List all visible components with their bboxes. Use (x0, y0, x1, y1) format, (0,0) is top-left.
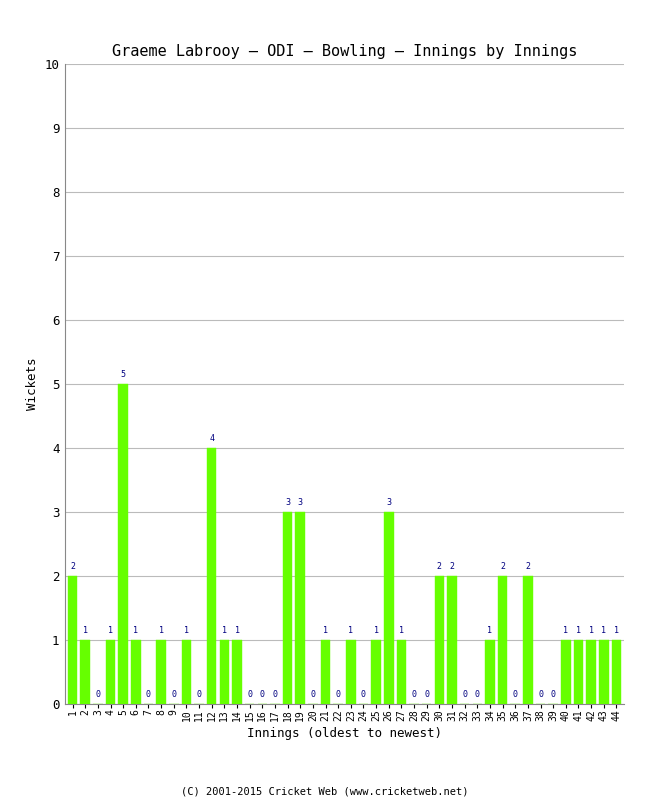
Bar (574, 640, 583, 704)
Text: 1: 1 (222, 626, 227, 635)
Text: 0: 0 (272, 690, 278, 699)
Text: 2: 2 (450, 562, 454, 571)
Text: 0: 0 (424, 690, 429, 699)
Text: 3: 3 (386, 498, 391, 507)
Bar (81, 640, 90, 704)
Text: 0: 0 (411, 690, 417, 699)
X-axis label: Innings (oldest to newest): Innings (oldest to newest) (247, 727, 442, 740)
Text: 2: 2 (437, 562, 442, 571)
Bar (157, 640, 166, 704)
Bar (371, 640, 381, 704)
Text: 1: 1 (601, 626, 606, 635)
Text: 0: 0 (538, 690, 543, 699)
Text: 0: 0 (96, 690, 100, 699)
Text: 4: 4 (209, 434, 215, 443)
Text: 0: 0 (361, 690, 366, 699)
Bar (435, 576, 444, 704)
Text: 0: 0 (551, 690, 556, 699)
Bar (68, 576, 77, 704)
Bar (561, 640, 571, 704)
Text: 0: 0 (171, 690, 176, 699)
Bar (106, 640, 115, 704)
Bar (346, 640, 356, 704)
Text: 1: 1 (399, 626, 404, 635)
Text: 1: 1 (488, 626, 493, 635)
Text: 1: 1 (323, 626, 328, 635)
Text: 0: 0 (247, 690, 252, 699)
Text: (C) 2001-2015 Cricket Web (www.cricketweb.net): (C) 2001-2015 Cricket Web (www.cricketwe… (181, 786, 469, 796)
Text: 0: 0 (260, 690, 265, 699)
Text: 2: 2 (525, 562, 530, 571)
Bar (118, 384, 128, 704)
Text: 0: 0 (462, 690, 467, 699)
Bar (283, 512, 292, 704)
Bar (232, 640, 242, 704)
Bar (181, 640, 191, 704)
Text: 1: 1 (159, 626, 164, 635)
Text: 1: 1 (108, 626, 113, 635)
Bar (485, 640, 495, 704)
Text: 2: 2 (500, 562, 505, 571)
Bar (498, 576, 508, 704)
Text: 1: 1 (348, 626, 354, 635)
Text: 1: 1 (184, 626, 189, 635)
Text: 0: 0 (335, 690, 341, 699)
Bar (220, 640, 229, 704)
Title: Graeme Labrooy – ODI – Bowling – Innings by Innings: Graeme Labrooy – ODI – Bowling – Innings… (112, 44, 577, 58)
Text: 3: 3 (285, 498, 290, 507)
Text: 0: 0 (474, 690, 480, 699)
Bar (384, 512, 393, 704)
Bar (207, 448, 216, 704)
Text: 1: 1 (614, 626, 619, 635)
Text: 0: 0 (146, 690, 151, 699)
Text: 0: 0 (311, 690, 315, 699)
Y-axis label: Wickets: Wickets (26, 358, 39, 410)
Bar (296, 512, 305, 704)
Text: 3: 3 (298, 498, 303, 507)
Text: 1: 1 (83, 626, 88, 635)
Bar (599, 640, 608, 704)
Text: 5: 5 (121, 370, 125, 379)
Bar (523, 576, 532, 704)
Bar (612, 640, 621, 704)
Bar (447, 576, 457, 704)
Text: 1: 1 (235, 626, 239, 635)
Text: 0: 0 (196, 690, 202, 699)
Bar (321, 640, 330, 704)
Text: 1: 1 (374, 626, 378, 635)
Text: 1: 1 (564, 626, 568, 635)
Bar (586, 640, 596, 704)
Text: 2: 2 (70, 562, 75, 571)
Text: 0: 0 (513, 690, 518, 699)
Text: 1: 1 (576, 626, 581, 635)
Text: 1: 1 (133, 626, 138, 635)
Bar (131, 640, 140, 704)
Bar (396, 640, 406, 704)
Text: 1: 1 (589, 626, 593, 635)
